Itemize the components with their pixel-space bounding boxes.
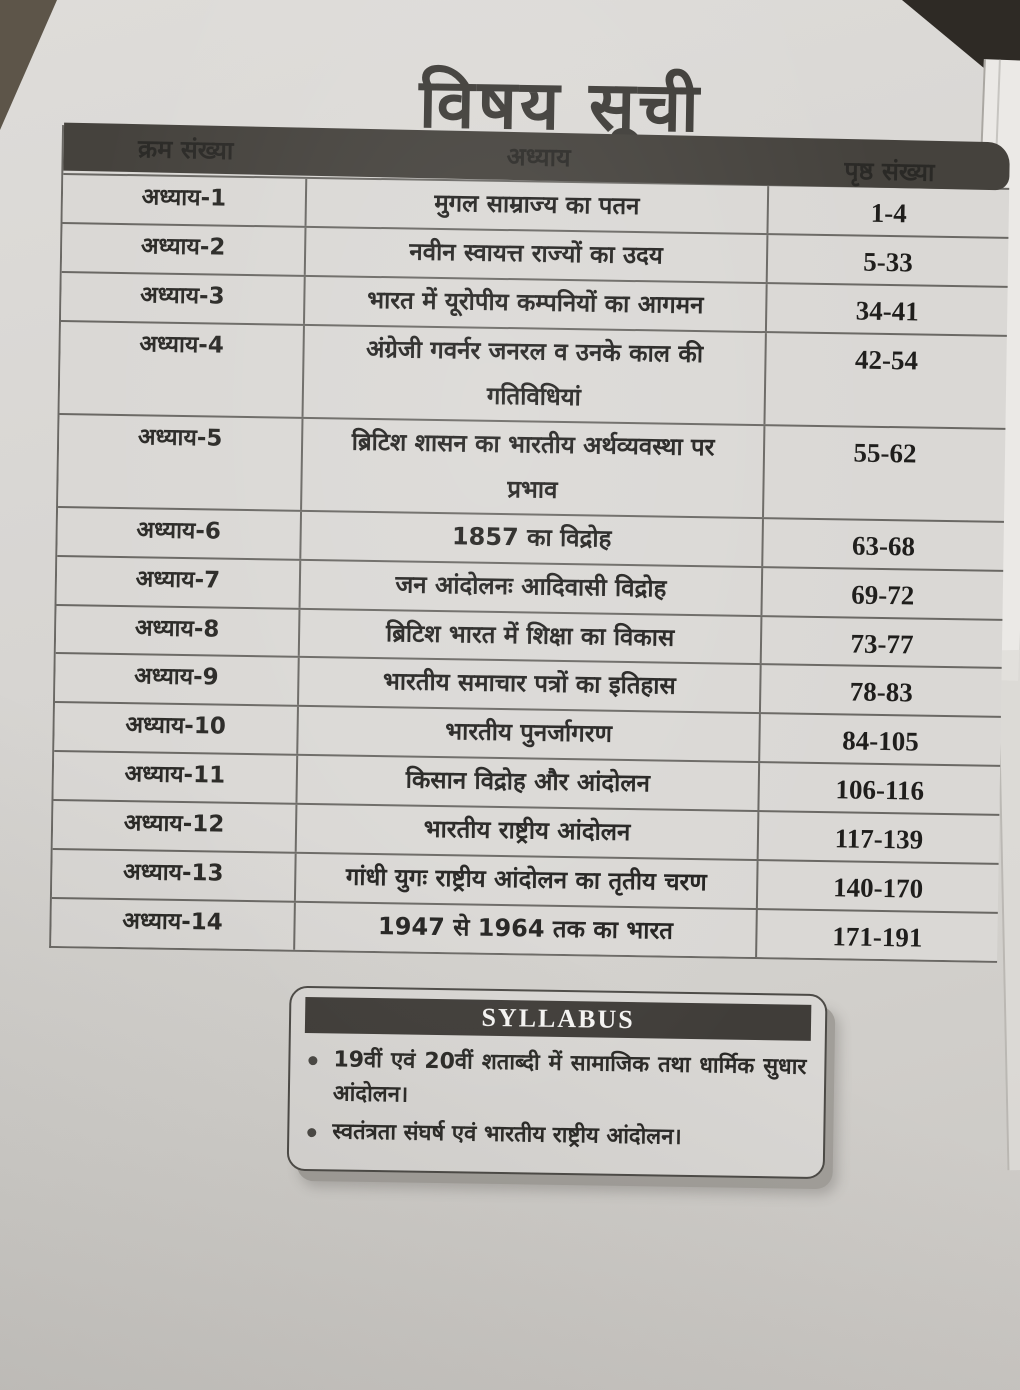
chapter-number-cell: अध्याय-11 (53, 752, 299, 803)
page-range-cell: 140-170 (832, 872, 924, 904)
header-chapter: अध्याय (506, 141, 571, 173)
chapter-number-cell: अध्याय-8 (55, 605, 301, 657)
chapter-title-cell: नवीन स्वायत्त राज्यों का उदय (305, 227, 769, 282)
table-row: अध्याय-4 अंग्रेजी गवर्नर जनरल व उनके काल… (59, 319, 1007, 428)
page-range-cell: 69-72 (851, 579, 915, 611)
page-range-cell: 78-83 (849, 676, 913, 708)
chapter-title-cell: मुगल साम्राज्य का पतन (306, 178, 770, 233)
chapter-number-cell: अध्याय-5 (58, 414, 304, 510)
chapter-number-cell: अध्याय-12 (52, 800, 298, 852)
syllabus-item-text: 19वीं एवं 20वीं शताब्दी में सामाजिक तथा … (332, 1047, 807, 1108)
page-range-cell: 42-54 (854, 344, 919, 376)
chapter-title-cell: अंग्रेजी गवर्नर जनरल व उनके काल की गतिवि… (303, 325, 767, 424)
chapter-title-cell: 1857 का विद्रोह (301, 511, 764, 566)
page-range-cell: 5-33 (863, 246, 914, 278)
toc-rows: अध्याय-1 मुगल साम्राज्य का पतन 1-4 अध्या… (51, 173, 1010, 961)
contents-table: क्रम संख्या अध्याय पृष्ठ संख्या अध्याय-1… (49, 122, 1010, 963)
page-range-cell: 63-68 (851, 530, 916, 562)
chapter-number-cell: अध्याय-1 (62, 175, 308, 226)
syllabus-item-text: स्वतंत्रता संघर्ष एवं भारतीय राष्ट्रीय आ… (332, 1119, 682, 1151)
syllabus-box: SYLLABUS 19वीं एवं 20वीं शताब्दी में साम… (286, 985, 828, 1180)
bullet-dot-icon (308, 1056, 318, 1066)
chapter-title-cell: जन आंदोलनः आदिवासी विद्रोह (300, 560, 764, 615)
bullet-dot-icon (307, 1128, 317, 1138)
page-range-cell: 84-105 (842, 725, 919, 757)
page-range-cell: 117-139 (834, 823, 924, 855)
chapter-number-cell: अध्याय-10 (54, 703, 299, 754)
chapter-number-cell: अध्याय-3 (61, 272, 306, 324)
chapter-number-cell: अध्याय-9 (55, 654, 300, 706)
header-serial-number: क्रम संख्या (137, 134, 234, 166)
page-range-cell: 55-62 (853, 437, 917, 469)
page-range-cell: 171-191 (832, 920, 923, 953)
table-row: अध्याय-5 ब्रिटिश शासन का भारतीय अर्थव्यव… (58, 412, 1006, 521)
chapter-title-cell: 1947 से 1964 तक का भारत (295, 902, 758, 957)
page-range-cell: 73-77 (850, 628, 914, 660)
chapter-title-cell: भारत में यूरोपीय कम्पनियों का आगमन (304, 276, 768, 331)
chapter-number-cell: अध्याय-2 (61, 223, 307, 275)
syllabus-title: SYLLABUS (304, 996, 812, 1041)
page-range-cell: 106-116 (835, 774, 925, 806)
chapter-title-cell: गांधी युगः राष्ट्रीय आंदोलन का तृतीय चरण (295, 853, 759, 908)
page-range-cell: 34-41 (855, 295, 919, 327)
chapter-title-cell: भारतीय राष्ट्रीय आंदोलन (296, 804, 760, 859)
chapter-title-cell: ब्रिटिश शासन का भारतीय अर्थव्यवस्था पर प… (302, 418, 766, 518)
syllabus-item: 19वीं एवं 20वीं शताब्दी में सामाजिक तथा … (308, 1043, 807, 1119)
chapter-title-cell: भारतीय समाचार पत्रों का इतिहास (298, 658, 762, 713)
chapter-number-cell: अध्याय-14 (51, 898, 296, 950)
header-page-number: पृष्ठ संख्या (844, 155, 935, 187)
chapter-title-cell: ब्रिटिश भारत में शिक्षा का विकास (299, 609, 763, 664)
page-range-cell: 1-4 (870, 197, 908, 229)
chapter-number-cell: अध्याय-4 (59, 321, 305, 417)
chapter-number-cell: अध्याय-6 (57, 507, 303, 559)
syllabus-item: स्वतंत्रता संघर्ष एवं भारतीय राष्ट्रीय आ… (307, 1115, 805, 1157)
chapter-title-cell: भारतीय पुनर्जागरण (298, 707, 761, 762)
chapter-number-cell: अध्याय-13 (51, 849, 297, 901)
chapter-number-cell: अध्याय-7 (56, 556, 302, 608)
chapter-title-cell: किसान विद्रोह और आंदोलन (297, 755, 761, 811)
